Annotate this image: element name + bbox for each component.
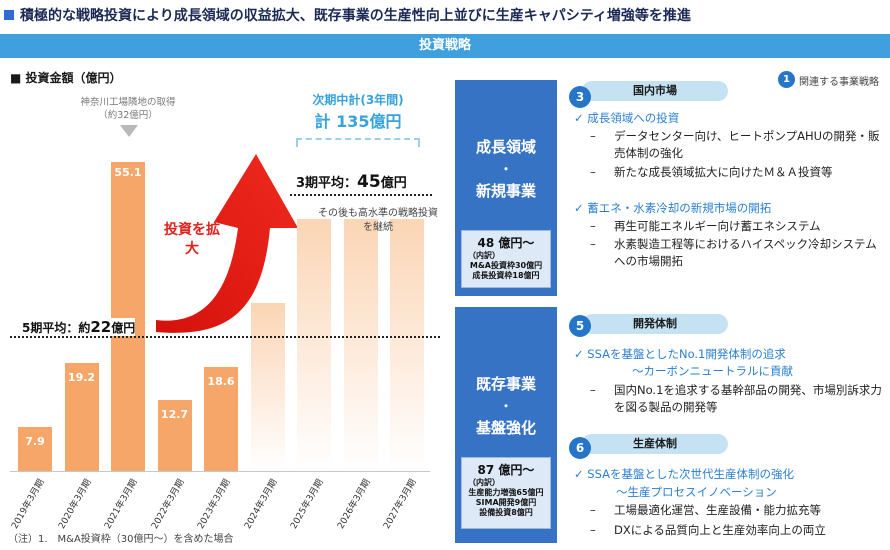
x-tick-label: 2019年3月期 <box>10 477 47 531</box>
strategy-number-badge-5: 5 <box>569 315 591 337</box>
avg3-line <box>290 194 432 196</box>
strategy-number-badge-6: 6 <box>569 437 591 459</box>
segment-growth: 成長領域 ・ 新規事業 48 億円～ （内訳） M&A投資枠30億円 成長投資枠… <box>455 80 557 296</box>
chart-label: ■ 投資金額（億円） <box>10 71 122 85</box>
section-banner: 投資戦略 <box>0 34 890 58</box>
bar-forecast <box>297 219 331 471</box>
x-tick-label: 2024年3月期 <box>242 477 280 531</box>
mtp-label: 次期中計(3年間) <box>312 93 404 107</box>
avg3-label: 3期平均：45億円 <box>296 172 407 192</box>
x-tick-label: 2022年3月期 <box>149 477 187 531</box>
domestic-item-2: – 新たな成長領域拡大に向けたＭ＆Ａ投資等 <box>590 165 833 179</box>
development-item-1: – 国内No.1を追求する基幹部品の開発、市場別訴求力を図る製品の開発等 <box>590 383 882 414</box>
segment-growth-title-2: 新規事業 <box>475 182 536 200</box>
segment-growth-title-dot: ・ <box>499 162 512 176</box>
development-subtitle: ～カーボンニュートラルに貢献 <box>632 364 793 378</box>
segment-base-amount-box: 87 億円～ （内訳） 生産能力増強65億円 SIMA開発9億円 設備投資8億円 <box>461 457 551 529</box>
pill-development: 開発体制 <box>582 314 728 334</box>
invest-growth-arrow-icon <box>156 154 298 333</box>
domestic-check-1: ✓ 成長領域への投資 <box>574 111 680 125</box>
bar-value-label: 19.2 <box>67 371 96 385</box>
pill-domestic-market: 国内市場 <box>582 81 728 101</box>
segment-base-title-1: 既存事業 <box>475 375 536 393</box>
bar-actual <box>18 426 52 471</box>
x-axis-line <box>10 471 430 472</box>
bar-value-label: 55.1 <box>114 166 142 180</box>
domestic-item-1: – データセンター向け、ヒートポンプAHUの開発・販売体制の強化 <box>590 129 880 160</box>
legend-text: 関連する事業戦略 <box>799 77 879 88</box>
avg5-label: 5期平均：約22億円 <box>22 318 136 336</box>
production-check-1: ✓ SSAを基盤とした次世代生産体制の強化 <box>574 467 794 481</box>
acquisition-note: 神奈川工場隣地の取得 （約32億円） <box>80 97 176 121</box>
continued-note: その後も高水準の戦略投資を継続 <box>318 208 438 233</box>
domestic-check-2: ✓ 蓄エネ・水素冷却の新規市場の開拓 <box>574 201 772 215</box>
acquisition-arrow-icon <box>120 125 138 137</box>
domestic-item-3: – 再生可能エネルギー向け蓄エネシステム <box>590 219 821 233</box>
bar-actual <box>204 366 238 471</box>
chart-footnote: （注）1. M&A投資枠（30億円～）を含めた場合 <box>8 534 234 545</box>
mtp-bracket <box>296 138 420 147</box>
x-tick-label: 2023年3月期 <box>196 477 233 531</box>
avg5-line <box>10 336 440 338</box>
x-tick-label: 2020年3月期 <box>56 477 94 531</box>
bar-chart: 7.9 2019年3月期 19.2 2020年3月期 55.1 2021年3月期 12.7 2… <box>10 162 424 531</box>
invest-expand-label: 投資を拡大 <box>164 222 220 257</box>
x-tick-label: 2027年3月期 <box>382 477 419 531</box>
title-square-icon <box>4 10 14 20</box>
bar-actual <box>64 363 99 471</box>
domestic-item-4: – 水素製造工程等におけるハイスペック冷却システムへの市場開拓 <box>590 237 877 268</box>
production-item-1: – 工場最適化運営、生産設備・能力拡充等 <box>590 503 821 517</box>
bar-actual <box>157 399 192 471</box>
x-tick-label: 2026年3月期 <box>335 477 373 531</box>
development-check-1: ✓ SSAを基盤としたNo.1開発体制の追求 <box>574 347 786 361</box>
x-tick-label: 2021年3月期 <box>103 477 140 531</box>
production-item-2: – DXによる品質向上と生産効率向上の両立 <box>590 523 826 537</box>
bar-forecast <box>250 303 285 471</box>
segment-growth-amount-box: 48 億円～ （内訳） M&A投資枠30億円 成長投資枠18億円 <box>461 230 551 288</box>
bar-value-label: 12.7 <box>160 407 189 421</box>
bar-value-label: 7.9 <box>25 434 45 448</box>
bar-forecast <box>343 219 378 471</box>
segment-base-title-2: 基盤強化 <box>475 419 536 437</box>
pill-production: 生産体制 <box>582 434 728 454</box>
segment-base: 既存事業 ・ 基盤強化 87 億円～ （内訳） 生産能力増強65億円 SIMA開… <box>455 307 557 543</box>
segment-growth-title-1: 成長領域 <box>475 138 536 156</box>
bar-value-label: 18.6 <box>207 374 235 388</box>
legend-number-badge: 1 <box>778 71 795 88</box>
bar-forecast <box>390 219 424 471</box>
production-subtitle: ～生産プロセスイノベーション <box>616 485 777 499</box>
strategy-number-badge-3: 3 <box>569 86 591 108</box>
segment-base-title-dot: ・ <box>499 399 512 413</box>
mtp-total: 計 135億円 <box>314 112 402 131</box>
x-tick-label: 2025年3月期 <box>289 477 326 531</box>
bar-actual <box>111 162 145 471</box>
page-title: 積極的な戦略投資により成長領域の収益拡大、既存事業の生産性向上並びに生産キャパシ… <box>4 5 691 25</box>
